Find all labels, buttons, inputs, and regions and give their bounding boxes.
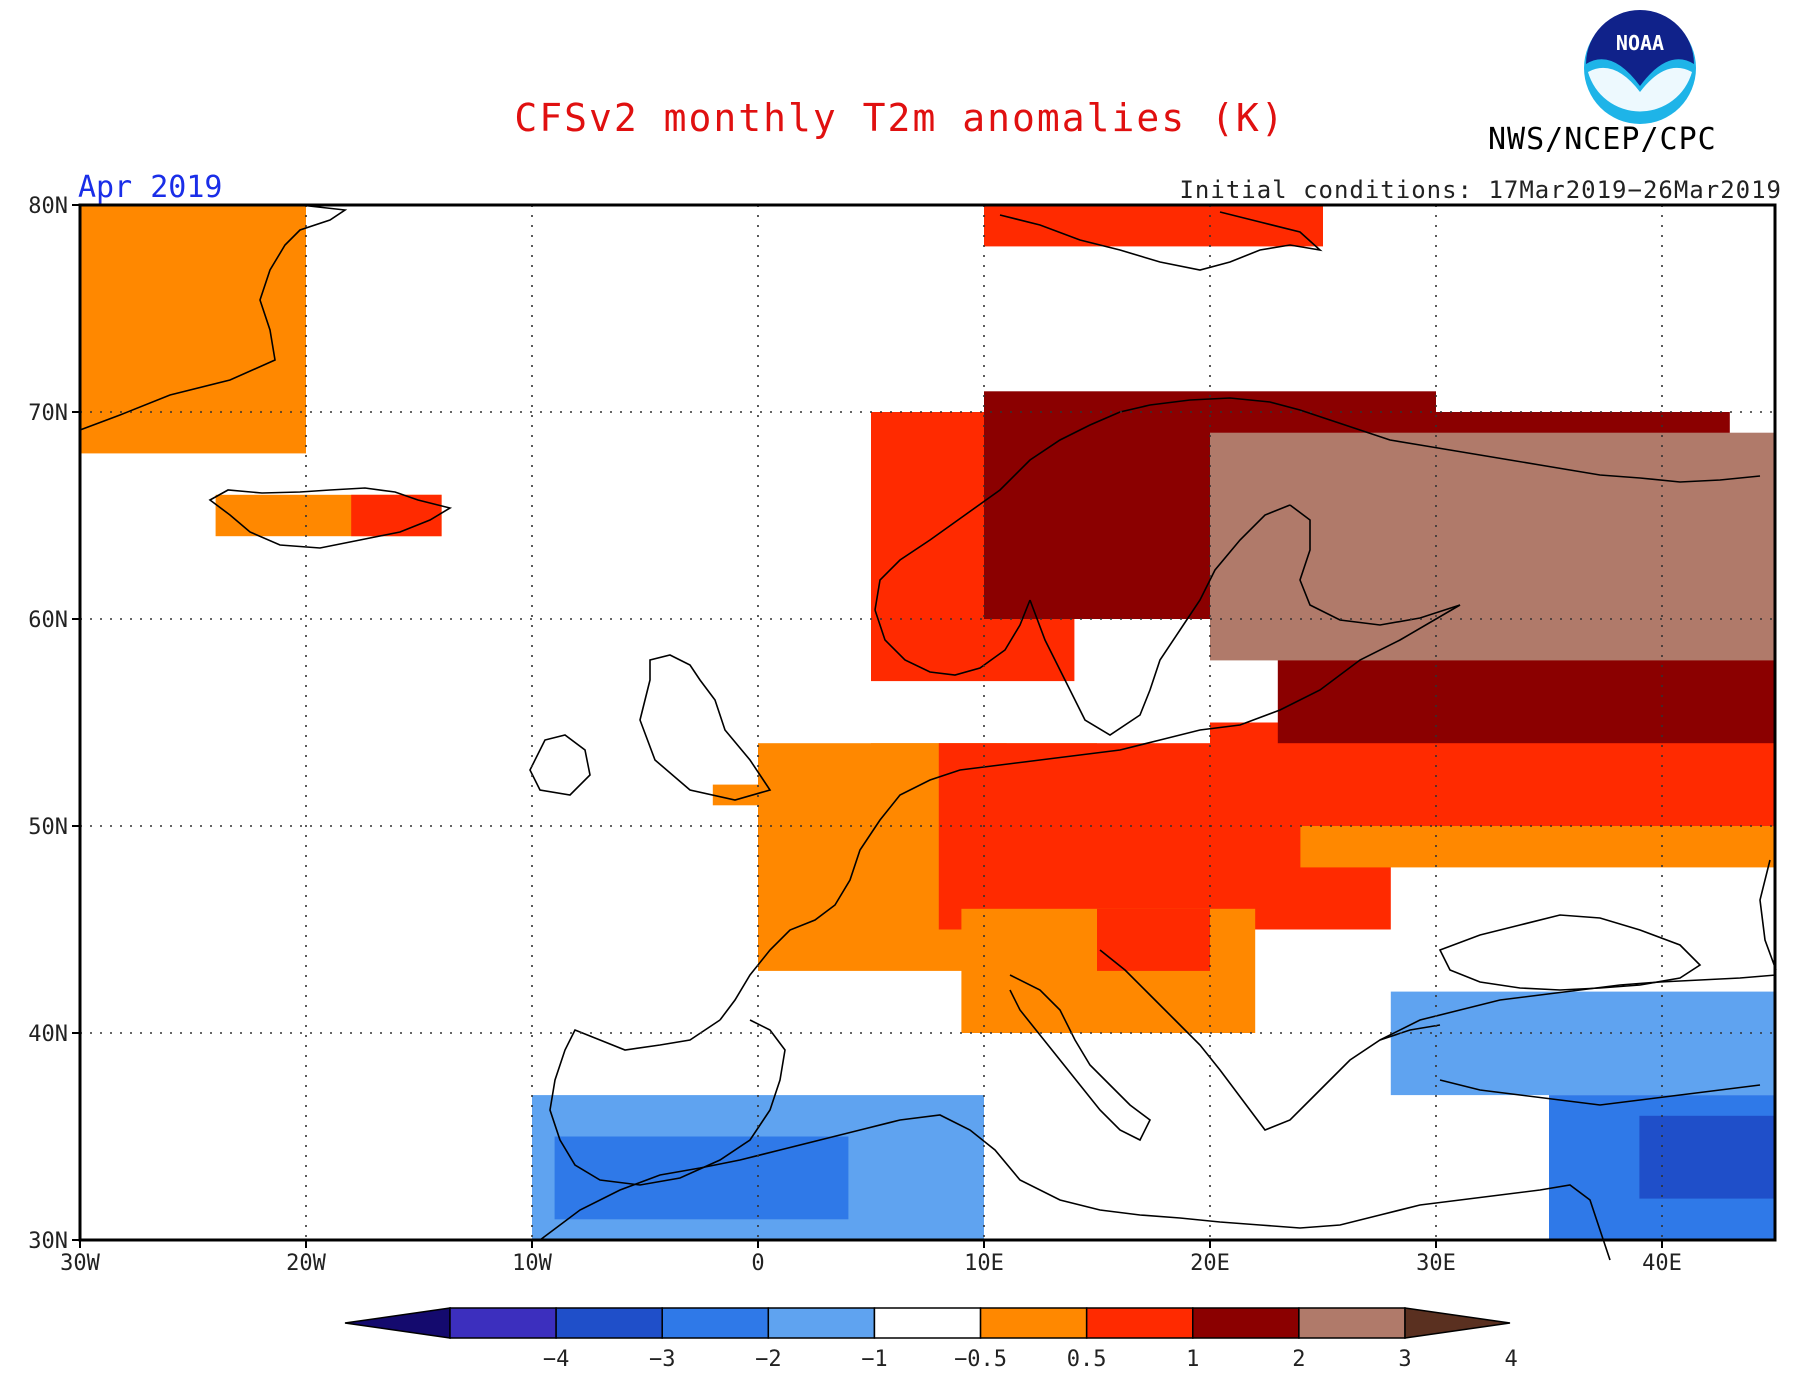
latitude-label: 40N	[28, 1022, 68, 1047]
longitude-label: 40E	[1642, 1251, 1682, 1276]
map-frame	[78, 203, 1777, 1242]
noaa-logo: NOAA	[1580, 8, 1700, 128]
colorbar-label: 3	[1398, 1347, 1411, 1372]
colorbar-segment	[661, 1307, 770, 1339]
turkey-south-coastline	[1439, 1079, 1761, 1106]
colorbar-segment	[979, 1307, 1088, 1339]
colorbar-segment	[555, 1307, 663, 1339]
colorbar-segment	[449, 1307, 557, 1339]
continent-coastline	[719, 604, 1461, 1021]
ireland-coastline	[529, 734, 591, 796]
colorbar-label: −1	[861, 1347, 888, 1372]
scandinavia-coastline	[874, 397, 1761, 611]
colorbar-segment	[1298, 1307, 1406, 1339]
greenland-coastline	[79, 204, 348, 431]
organization-label: NWS/NCEP/CPC	[1488, 122, 1717, 157]
colorbar-segment	[1192, 1307, 1300, 1339]
britain-coastline	[639, 654, 772, 801]
anomaly-region-finland-russia-extreme	[1210, 432, 1775, 661]
caspian-coastline	[1759, 859, 1777, 971]
longitude-label: 20E	[1190, 1251, 1230, 1276]
longitude-label: 30W	[60, 1251, 100, 1276]
latitude-label: 50N	[28, 815, 68, 840]
anomaly-region-turkey-cold	[1390, 991, 1775, 1096]
colorbar-label: −2	[755, 1347, 782, 1372]
colorbar-label: 0.5	[1067, 1347, 1107, 1372]
colorbar-arrow-min	[344, 1307, 451, 1339]
longitude-label: 30E	[1416, 1251, 1456, 1276]
italy-coastline	[1009, 974, 1152, 1142]
latitude-label: 80N	[28, 194, 68, 219]
anomaly-region-middle-east-very-cold	[1639, 1115, 1775, 1199]
forecast-month: Apr 2019	[78, 170, 223, 205]
colorbar-segment	[767, 1307, 876, 1339]
noaa-logo-text: NOAA	[1616, 31, 1664, 55]
anomaly-region-iberia-west-warm	[712, 784, 758, 806]
turkey-coastline	[1379, 974, 1777, 1041]
anomaly-region-iceland-east-hot	[351, 494, 442, 537]
black-sea-coastline	[1438, 914, 1702, 991]
latitude-label: 70N	[28, 401, 68, 426]
colorbar-label: 4	[1504, 1347, 1517, 1372]
colorbar-segment	[873, 1307, 982, 1339]
colorbar-label: −3	[649, 1347, 676, 1372]
latitude-labels: 80N 70N 60N 50N 40N 30N	[28, 194, 68, 1254]
colorbar-arrow-max	[1404, 1307, 1511, 1339]
colorbar-label: 1	[1186, 1347, 1199, 1372]
latitude-label: 30N	[28, 1229, 68, 1254]
colorbar-label: −4	[543, 1347, 570, 1372]
anomaly-region-greenland-warm	[80, 205, 306, 454]
longitude-labels: 30W 20W 10W 0 10E 20E 30E 40E	[60, 1251, 1682, 1276]
anomaly-region-ukraine-south-warm	[1300, 826, 1775, 868]
longitude-label: 0	[751, 1251, 764, 1276]
initial-conditions: Initial conditions: 17Mar2019−26Mar2019	[1179, 176, 1782, 204]
sweden-coastline	[1029, 504, 1291, 736]
iberia-coastline	[549, 1019, 786, 1186]
norway-south-coastline	[874, 599, 1031, 676]
anomaly-region-north-africa-colder	[554, 1136, 849, 1220]
coastline-layer	[79, 204, 1777, 1261]
colorbar: −4 −3 −2 −1 −0.5 0.5 1 2 3 4	[344, 1307, 1518, 1372]
north-africa-coastline	[539, 1114, 1611, 1261]
longitude-label: 10E	[964, 1251, 1004, 1276]
longitude-label: 10W	[512, 1251, 552, 1276]
colorbar-segment	[1085, 1307, 1194, 1339]
colorbar-label: −0.5	[954, 1347, 1007, 1372]
balkans-coastline	[1099, 949, 1441, 1131]
axis-ticks	[72, 204, 1663, 1248]
latitude-label: 60N	[28, 608, 68, 633]
longitude-label: 20W	[286, 1251, 326, 1276]
chart-title: CFSv2 monthly T2m anomalies (K)	[514, 96, 1286, 140]
svalbard-coastline	[999, 211, 1323, 271]
anomaly-shading-layer	[80, 205, 1775, 1240]
colorbar-label: 2	[1292, 1347, 1305, 1372]
iceland-coastline	[208, 487, 453, 549]
finland-coastline	[1289, 504, 1461, 626]
anomaly-region-balkans-hot	[1097, 908, 1210, 971]
